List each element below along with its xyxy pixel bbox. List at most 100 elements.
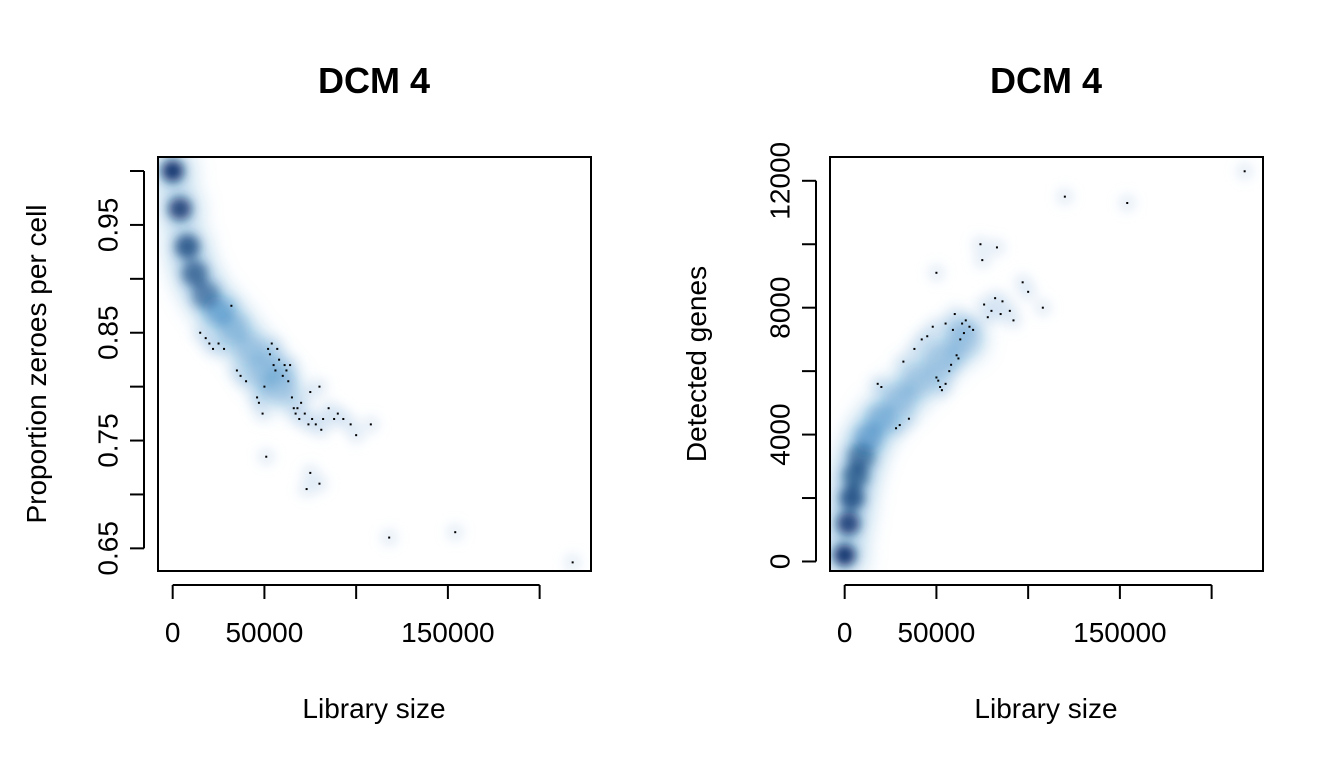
outlier-point [902, 360, 905, 363]
y-tick-label: 8000 [765, 277, 796, 339]
x-tick-label: 0 [165, 617, 181, 648]
outlier-point [999, 313, 1002, 316]
outlier-point [948, 370, 951, 373]
outlier-point [327, 407, 330, 410]
outlier-point [1008, 309, 1011, 312]
outlier-point [223, 347, 226, 350]
outlier-point [320, 428, 323, 431]
outlier-point [1041, 306, 1044, 309]
plot-marks [158, 157, 581, 571]
outlier-point [931, 325, 934, 328]
outlier-points [876, 170, 1246, 430]
outlier-point [898, 424, 901, 427]
chart-title: DCM 4 [318, 60, 430, 101]
outlier-point [983, 303, 986, 306]
outlier-point [349, 423, 352, 426]
outlier-point [289, 364, 292, 367]
outlier-point [311, 417, 314, 420]
outlier-point [296, 407, 299, 410]
outlier-point [962, 332, 965, 335]
outlier-point [212, 347, 215, 350]
density-core [161, 160, 297, 404]
outlier-point [972, 328, 975, 331]
y-tick-label: 0 [765, 554, 796, 570]
outlier-point [454, 531, 457, 534]
outlier-point [959, 338, 962, 341]
outlier-point [342, 417, 345, 420]
outlier-point [1027, 290, 1030, 293]
plot-frame [829, 156, 1264, 572]
outlier-point [950, 363, 953, 366]
outlier-point [895, 427, 898, 430]
chart-panel-right: DCM 4 Library size Detected genes 0 50000… [681, 60, 1264, 724]
outlier-point [880, 386, 883, 388]
outlier-point [388, 536, 391, 539]
outlier-point [239, 374, 242, 377]
y-axis: 0 4000 8000 12000 [765, 142, 817, 569]
y-tick-label: 0.65 [93, 521, 124, 576]
x-axis-label: Library size [302, 693, 445, 724]
outlier-point [944, 382, 947, 385]
outlier-point [298, 417, 301, 420]
outlier-point [937, 379, 940, 382]
outlier-point [285, 369, 288, 372]
outlier-point [1126, 202, 1129, 204]
outlier-point [261, 412, 264, 415]
outlier-point [276, 347, 279, 350]
x-tick-label: 50000 [897, 617, 975, 648]
outlier-point [230, 304, 233, 307]
outlier-point [944, 322, 947, 325]
outlier-point [245, 380, 248, 383]
x-axis: 0 50000 150000 [837, 584, 1213, 648]
outlier-point [292, 407, 295, 410]
outlier-point [307, 423, 310, 426]
x-axis: 0 50000 150000 [165, 584, 541, 648]
outlier-point [968, 325, 971, 328]
x-tick-label: 150000 [1073, 617, 1166, 648]
y-tick-label: 0.75 [93, 413, 124, 468]
outlier-point [990, 309, 993, 312]
outlier-point [336, 412, 339, 415]
outlier-point [953, 313, 956, 316]
y-axis: 0.65 0.75 0.85 0.95 [93, 170, 145, 576]
outlier-point [1243, 170, 1246, 173]
x-axis-label: Library size [974, 693, 1117, 724]
outlier-point [1021, 281, 1024, 284]
outlier-point [318, 482, 321, 485]
outlier-point [314, 423, 317, 426]
plot-frame [157, 156, 592, 572]
outlier-point [951, 328, 954, 331]
outlier-point [199, 331, 202, 334]
outlier-point [1063, 195, 1066, 198]
outlier-point [217, 342, 220, 345]
outlier-point [287, 380, 290, 383]
outlier-point [964, 319, 967, 322]
outlier-point [265, 455, 268, 458]
outlier-point [957, 357, 960, 360]
outlier-point [935, 271, 938, 274]
outlier-point [290, 396, 293, 399]
outlier-point [294, 412, 297, 415]
outlier-point [257, 401, 260, 404]
outlier-point [309, 391, 312, 394]
y-tick-label: 0.95 [93, 198, 124, 253]
outlier-point [907, 417, 910, 420]
outlier-point [986, 316, 989, 319]
outlier-point [1001, 300, 1004, 303]
outlier-point [322, 417, 325, 420]
outlier-point [920, 338, 923, 341]
outlier-point [994, 297, 997, 300]
outlier-point [263, 385, 266, 388]
y-tick-label: 0.85 [93, 305, 124, 360]
outlier-point [935, 376, 938, 379]
outlier-point [939, 386, 942, 388]
outlier-point [281, 374, 284, 377]
outlier-point [913, 347, 916, 350]
outlier-point [571, 561, 574, 564]
outlier-point [268, 353, 271, 356]
outlier-point [235, 369, 238, 372]
chart-title: DCM 4 [990, 60, 1102, 101]
outlier-point [267, 347, 270, 350]
outlier-point [300, 401, 303, 404]
